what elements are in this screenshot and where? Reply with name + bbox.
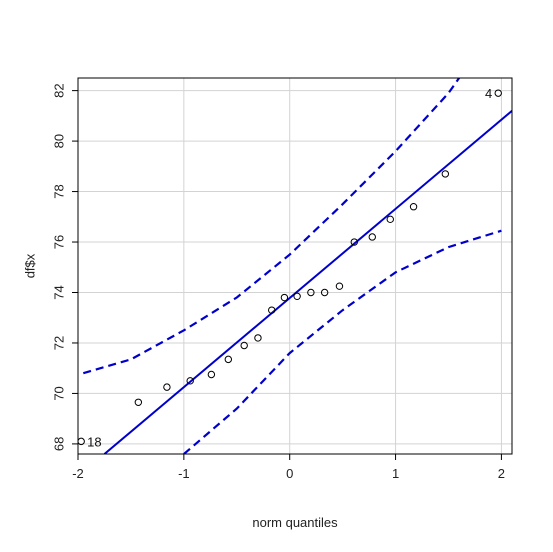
data-point [409, 202, 418, 211]
x-axis-title: norm quantiles [252, 515, 338, 530]
y-tick-label: 68 [52, 437, 67, 451]
x-tick-label: 2 [498, 466, 505, 481]
point-label: 18 [87, 434, 101, 449]
y-tick-label: 80 [52, 134, 67, 148]
data-point [293, 292, 301, 300]
data-points [77, 89, 502, 446]
data-point [494, 89, 502, 97]
y-tick-label: 82 [52, 83, 67, 97]
reference-line [103, 110, 512, 454]
x-tick-label: -1 [178, 466, 190, 481]
axis-ticks: -2 -1 0 1 2 68 70 72 74 76 78 80 82 [52, 83, 506, 481]
data-point [320, 288, 329, 297]
y-tick-label: 76 [52, 235, 67, 249]
confidence-envelope [82, 78, 502, 454]
y-tick-label: 74 [52, 285, 67, 299]
data-point [186, 377, 194, 385]
data-point [368, 233, 376, 241]
y-tick-label: 72 [52, 336, 67, 350]
x-tick-label: -2 [72, 466, 84, 481]
data-point [254, 334, 262, 342]
upper-envelope-line [82, 78, 461, 375]
y-tick-label: 70 [52, 386, 67, 400]
grid-lines [77, 78, 512, 454]
data-point [207, 370, 216, 379]
data-point [163, 383, 171, 391]
reference-line-group [103, 110, 512, 454]
x-tick-label: 0 [286, 466, 293, 481]
data-point [134, 398, 143, 406]
data-point [350, 238, 358, 246]
plot-frame [77, 77, 513, 455]
data-point [268, 306, 276, 314]
data-point [386, 215, 394, 224]
data-point [307, 288, 315, 297]
lower-envelope-line [183, 229, 502, 454]
point-label: 4 [485, 86, 492, 101]
data-point [335, 282, 344, 290]
data-point [224, 355, 233, 364]
point-labels: 4 18 [87, 86, 492, 449]
data-point [441, 170, 450, 178]
y-tick-label: 78 [52, 184, 67, 198]
data-point [280, 293, 289, 302]
x-tick-label: 1 [392, 466, 399, 481]
data-point [240, 341, 248, 350]
plot-frame-group [77, 77, 513, 455]
y-axis-title: df$x [23, 253, 38, 278]
